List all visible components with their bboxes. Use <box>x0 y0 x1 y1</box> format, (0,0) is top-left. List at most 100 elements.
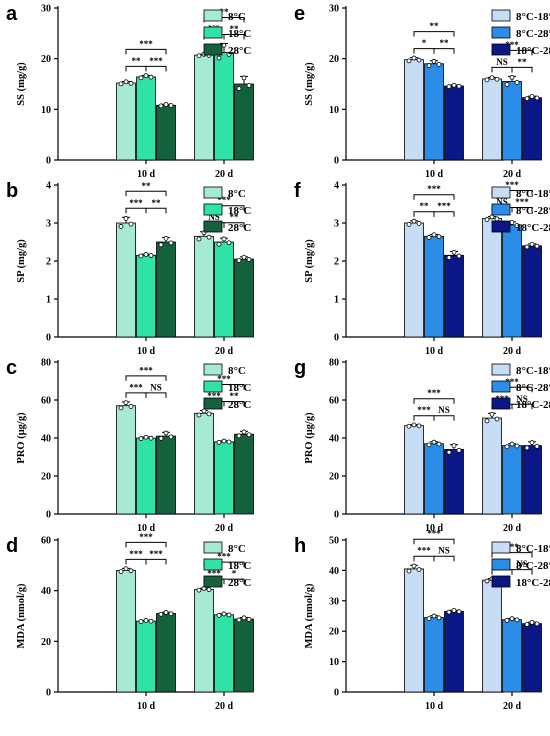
data-point <box>456 447 462 453</box>
data-point <box>509 75 515 80</box>
bar <box>502 81 522 161</box>
data-point <box>524 96 530 101</box>
data-point <box>148 253 154 258</box>
data-point <box>514 223 520 228</box>
data-point <box>246 257 252 262</box>
significance-bracket <box>125 541 167 548</box>
data-point <box>451 82 457 88</box>
data-point <box>196 587 202 593</box>
significance-bracket <box>433 555 455 562</box>
legend-label: 8°C-18°C <box>516 365 550 377</box>
significance-bracket <box>413 211 435 217</box>
data-point <box>226 612 232 618</box>
legend-swatch <box>491 43 511 56</box>
data-point <box>446 255 452 260</box>
data-point <box>206 411 212 417</box>
significance-bracket <box>413 31 455 37</box>
y-axis-label: MDA (nmol/g) <box>16 583 27 649</box>
panel-letter: g <box>294 357 306 379</box>
x-tick-label: 10 d <box>137 701 156 712</box>
significance-bracket <box>145 65 167 72</box>
data-point <box>236 258 242 263</box>
data-point <box>221 236 227 242</box>
significance-label: NS <box>438 405 450 415</box>
data-point <box>504 82 510 87</box>
legend-swatch <box>203 43 223 56</box>
y-tick-label: 0 <box>46 333 51 344</box>
significance-label: ** <box>230 391 240 401</box>
data-point <box>489 75 495 81</box>
data-point <box>509 441 515 447</box>
data-point <box>514 80 520 85</box>
y-tick-label: 30 <box>329 596 339 607</box>
data-point <box>196 412 202 418</box>
bar <box>424 235 444 338</box>
legend-label: 28°C <box>228 577 251 589</box>
significance-label: NS <box>208 212 220 222</box>
data-point <box>241 75 247 81</box>
bar <box>424 63 444 161</box>
data-point <box>446 84 452 90</box>
y-tick-label: 10 <box>41 105 51 116</box>
y-tick-label: 2 <box>46 257 51 268</box>
significance-label: *** <box>505 542 519 552</box>
panel-letter: a <box>6 3 18 25</box>
data-point <box>436 61 442 67</box>
legend-label: 8°C-18°C <box>516 11 550 23</box>
data-point <box>494 416 500 422</box>
significance-bracket <box>511 207 533 213</box>
significance-label: NS <box>438 546 450 556</box>
significance-label: ** <box>132 56 142 66</box>
data-point <box>196 236 202 242</box>
significance-label: NS <box>516 394 528 404</box>
y-tick-label: 60 <box>41 536 51 547</box>
data-point <box>163 610 169 615</box>
legend-swatch <box>203 220 223 233</box>
data-point <box>451 249 457 255</box>
bar <box>404 568 424 693</box>
y-tick-label: 20 <box>329 54 339 65</box>
data-point <box>216 612 222 618</box>
significance-label: ** <box>220 7 230 17</box>
y-tick-label: 20 <box>41 472 51 483</box>
significance-label: ** <box>518 57 528 67</box>
significance-bracket <box>413 415 435 421</box>
significance-label: * <box>232 569 237 579</box>
data-point <box>128 80 134 86</box>
significance-label: *** <box>417 546 431 556</box>
data-point <box>406 568 412 574</box>
legend-label: 8°C-18°C <box>516 188 550 200</box>
significance-label: ** <box>142 181 152 191</box>
y-tick-label: 4 <box>334 181 339 192</box>
legend-swatch <box>203 575 223 588</box>
data-point <box>163 235 169 241</box>
y-axis-label: SS (mg/g) <box>304 62 315 106</box>
bar <box>194 589 214 693</box>
legend-swatch <box>203 186 223 199</box>
data-point <box>158 103 164 109</box>
legend-swatch <box>491 186 511 199</box>
data-point <box>206 234 212 240</box>
significance-bracket <box>491 552 533 558</box>
bar <box>156 241 176 338</box>
x-tick-label: 20 d <box>215 169 234 180</box>
data-point <box>143 73 149 79</box>
significance-bracket <box>413 48 435 54</box>
bar <box>522 445 542 515</box>
bar <box>444 254 464 338</box>
data-point <box>138 253 144 259</box>
y-tick-label: 40 <box>329 566 339 577</box>
legend-label: 8°C-28°C <box>516 28 550 40</box>
x-tick-label: 20 d <box>215 701 234 712</box>
data-point <box>206 587 212 593</box>
bar <box>502 619 522 693</box>
data-point <box>451 608 457 613</box>
data-point <box>431 58 437 64</box>
bar <box>482 417 502 515</box>
data-point <box>529 440 535 445</box>
bar <box>424 617 444 693</box>
y-tick-label: 3 <box>46 219 51 230</box>
